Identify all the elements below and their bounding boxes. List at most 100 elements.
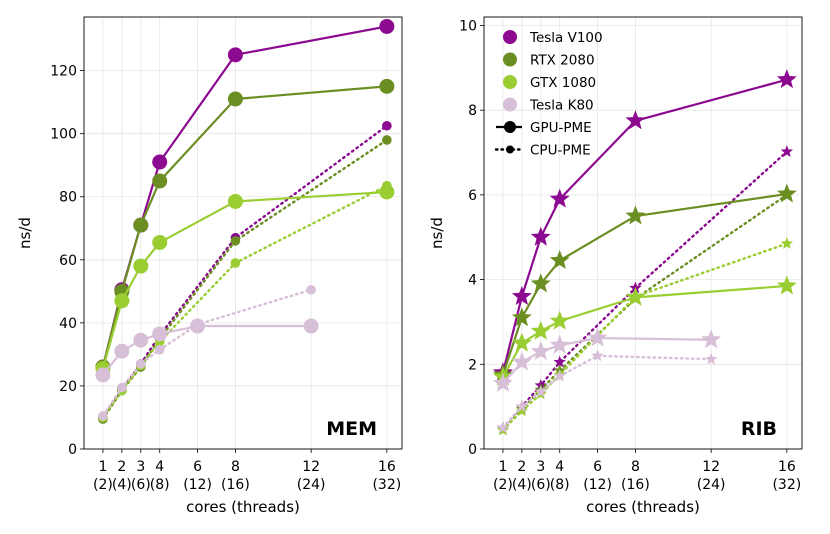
x-tick-sublabel: (6): [531, 477, 551, 493]
legend-label: CPU-PME: [530, 143, 591, 159]
x-tick-sublabel: (24): [697, 477, 726, 493]
x-tick-sublabel: (12): [583, 477, 612, 493]
legend-marker: [503, 52, 517, 67]
data-point: [511, 332, 532, 352]
series-line: [101, 138, 389, 421]
data-point: [625, 205, 646, 225]
data-point: [511, 351, 532, 371]
y-tick-label: 6: [468, 188, 477, 204]
x-tick-label: 3: [536, 459, 545, 475]
series-line: [501, 192, 788, 376]
data-point: [135, 359, 146, 369]
data-point: [227, 193, 243, 209]
data-point: [95, 367, 111, 383]
legend-marker: [503, 30, 517, 44]
data-point: [530, 226, 551, 246]
y-tick-label: 0: [468, 442, 477, 458]
legend-item-rtx-2080: RTX 2080: [503, 52, 595, 69]
data-point: [511, 307, 532, 327]
data-point: [133, 332, 149, 348]
data-point: [114, 343, 130, 359]
data-point: [496, 421, 510, 434]
x-tick-label: 12: [702, 459, 720, 475]
series-tesla-k80-cpu-pme: [496, 349, 718, 434]
mem-panel: 0 20 40 60 80 100 120 1 (2)2 (4)3 (6)4 (8) 6 (12) 8 (16…: [16, 16, 403, 516]
series-line: [102, 324, 312, 376]
data-point: [379, 78, 395, 94]
legend-label: GTX 1080: [530, 75, 596, 91]
data-point: [625, 110, 646, 130]
rib-panel: 02468101(2)2(4)3(6)4(8)6(12)8(16)12(24)1…: [428, 16, 803, 516]
x-tick-label: 8: [631, 459, 640, 475]
legend-item-gpu-pme: GPU-PME: [496, 120, 592, 136]
data-point: [553, 355, 566, 368]
data-point: [549, 188, 570, 208]
legend-label: GPU-PME: [530, 120, 592, 136]
y-tick-label: 10: [459, 18, 477, 34]
x-tick-label: 4: [555, 459, 564, 475]
series-rtx-2080-gpu-pme: [95, 78, 395, 375]
series-tesla-k80-gpu-pme: [95, 318, 319, 383]
series-line: [501, 354, 713, 430]
series-line: [501, 78, 788, 374]
legend-label: RTX 2080: [530, 53, 595, 69]
y-tick-label: 0: [68, 442, 77, 458]
data-point: [549, 334, 570, 354]
y-tick-label: 20: [59, 379, 77, 395]
y-axis-label: ns/d: [428, 217, 446, 249]
data-point: [704, 352, 718, 365]
series-line: [502, 336, 712, 385]
x-tick-label: 1: [98, 459, 107, 475]
y-tick-label: 120: [50, 64, 77, 80]
x-tick-label: 1: [498, 459, 507, 475]
data-point: [152, 326, 168, 342]
x-tick-label: 8: [231, 459, 240, 475]
x-tick-sublabel: (24): [297, 477, 326, 493]
data-point: [379, 18, 395, 34]
x-tick-label: 16: [378, 459, 396, 475]
data-point: [190, 318, 206, 334]
x-tick-label: 12: [302, 459, 320, 475]
x-tick-label: 2: [117, 459, 126, 475]
data-point: [701, 329, 722, 349]
x-tick-sublabel: (6): [131, 477, 151, 493]
data-point: [230, 236, 241, 246]
data-point: [780, 237, 794, 249]
data-point: [530, 341, 551, 361]
series-rtx-2080-cpu-pme: [496, 188, 794, 436]
y-tick-label: 2: [468, 357, 477, 373]
data-point: [382, 135, 392, 145]
x-tick-label: 2: [517, 459, 526, 475]
x-tick-sublabel: (12): [183, 477, 212, 493]
data-point: [530, 273, 551, 293]
series-tesla-k80-cpu-pme: [98, 284, 316, 421]
data-point: [133, 217, 149, 233]
legend-item-cpu-pme: CPU-PME: [494, 143, 591, 159]
data-point: [530, 320, 551, 340]
series-rtx-2080-cpu-pme: [98, 135, 392, 424]
x-tick-sublabel: (2): [93, 477, 113, 493]
x-tick-label: 16: [778, 459, 796, 475]
x-tick-sublabel: (2): [493, 477, 513, 493]
data-point: [114, 293, 130, 309]
data-point: [591, 349, 604, 362]
data-point: [776, 69, 797, 89]
series-line: [101, 288, 313, 418]
data-point: [152, 173, 168, 189]
x-tick-sublabel: (32): [772, 477, 801, 493]
series-tesla-k80-gpu-pme: [492, 327, 722, 392]
y-tick-label: 100: [50, 127, 77, 143]
data-point: [776, 183, 797, 203]
legend: Tesla V100 RTX 2080 GTX 1080 Tesla K80 GPU-P…: [494, 30, 603, 159]
x-tick-label: 4: [155, 459, 164, 475]
data-point: [117, 382, 127, 393]
series-gtx-1080-cpu-pme: [496, 237, 794, 436]
data-point: [780, 145, 794, 157]
x-tick-sublabel: (4): [512, 477, 532, 493]
data-point: [227, 91, 243, 107]
legend-label: Tesla V100: [529, 30, 603, 46]
x-tick-label: 6: [593, 459, 602, 475]
data-point: [379, 184, 395, 200]
plot-frame: [83, 16, 403, 450]
